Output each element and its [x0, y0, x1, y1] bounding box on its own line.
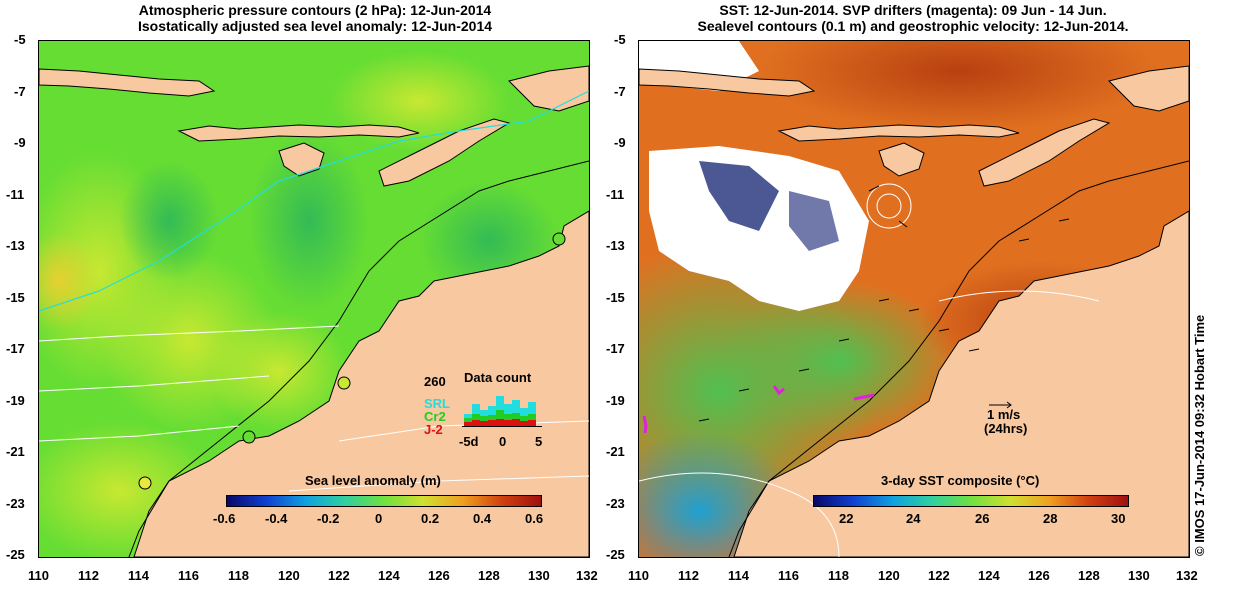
left-title-line2: Isostatically adjusted sea level anomaly…	[137, 18, 493, 34]
right-xtick-5: 118	[828, 568, 849, 583]
left-ytick-6: -15	[6, 290, 25, 305]
vector-scale-time: (24hrs)	[984, 421, 1028, 436]
sla-map-svg	[39, 41, 589, 557]
left-xtick-4: 116	[178, 568, 199, 583]
left-xtick-10: 128	[478, 568, 500, 583]
sst-tick-5: 30	[1111, 511, 1126, 526]
sst-tick-1: 22	[839, 511, 854, 526]
data-count-title: Data count	[464, 370, 532, 385]
sla-colorbar-ticks: -0.6 -0.4 -0.2 0 0.2 0.4 0.6	[209, 511, 559, 527]
right-ytick-4: -11	[606, 187, 625, 202]
sst-colorbar	[813, 495, 1129, 507]
right-ytick-9: -21	[606, 444, 625, 459]
right-title-line2: Sealevel contours (0.1 m) and geostrophi…	[697, 18, 1129, 34]
data-count-xtick-3: 5	[535, 434, 543, 449]
right-ytick-10: -23	[606, 496, 625, 511]
sla-colorbar	[226, 495, 542, 507]
left-xtick-8: 124	[378, 568, 400, 583]
right-xtick-3: 114	[728, 568, 749, 583]
sla-tick-7: 0.6	[525, 511, 544, 526]
left-xtick-7: 122	[328, 568, 350, 583]
left-xtick-9: 126	[428, 568, 450, 583]
sla-colorbar-title: Sea level anomaly (m)	[305, 473, 441, 488]
left-ytick-7: -17	[6, 341, 25, 356]
right-xtick-12: 132	[1176, 568, 1198, 583]
right-ytick-6: -15	[606, 290, 625, 305]
sla-tick-3: -0.2	[317, 511, 340, 526]
left-ytick-9: -21	[6, 444, 25, 459]
bar-group	[464, 396, 536, 426]
sst-colorbar-title: 3-day SST composite (°C)	[881, 473, 1040, 488]
sla-map: Data count 260 SRL Cr2 J-2 -5d 0 5 Sea l…	[38, 40, 590, 558]
right-xtick-4: 116	[778, 568, 799, 583]
left-xtick-5: 118	[228, 568, 249, 583]
right-ytick-1: -5	[614, 32, 626, 47]
left-ytick-2: -7	[14, 84, 26, 99]
data-count-xtick-1: -5d	[459, 434, 479, 449]
left-title-line1: Atmospheric pressure contours (2 hPa): 1…	[138, 2, 492, 18]
right-xtick-6: 120	[878, 568, 900, 583]
right-xtick-9: 126	[1028, 568, 1050, 583]
left-ytick-11: -25	[6, 547, 25, 562]
data-count-xtick-2: 0	[499, 434, 507, 449]
left-xtick-11: 130	[528, 568, 550, 583]
right-title: SST: 12-Jun-2014. SVP drifters (magenta)…	[638, 2, 1188, 34]
sla-tick-1: -0.6	[213, 511, 236, 526]
legend-srl: SRL	[424, 396, 450, 411]
left-title: Atmospheric pressure contours (2 hPa): 1…	[40, 2, 590, 34]
left-ytick-8: -19	[6, 393, 25, 408]
left-ytick-10: -23	[6, 496, 25, 511]
right-xtick-11: 130	[1128, 568, 1150, 583]
sst-tick-2: 24	[906, 511, 921, 526]
right-ytick-11: -25	[606, 547, 625, 562]
left-ytick-3: -9	[14, 135, 26, 150]
left-ytick-1: -5	[14, 32, 26, 47]
sst-tick-4: 28	[1043, 511, 1058, 526]
legend-cr2: Cr2	[424, 409, 446, 424]
left-xtick-12: 132	[576, 568, 598, 583]
data-count-inset: Data count 260 SRL Cr2 J-2 -5d 0 5	[419, 366, 559, 456]
right-ytick-8: -19	[606, 393, 625, 408]
right-title-line1: SST: 12-Jun-2014. SVP drifters (magenta)…	[719, 2, 1107, 18]
right-ytick-5: -13	[606, 238, 625, 253]
legend-j2: J-2	[424, 422, 443, 437]
data-count-max: 260	[424, 374, 446, 389]
sla-tick-4: 0	[375, 511, 383, 526]
sst-colorbar-ticks: 22 24 26 28 30	[813, 511, 1153, 527]
sla-tick-6: 0.4	[473, 511, 492, 526]
left-ytick-4: -11	[6, 187, 25, 202]
left-xtick-6: 120	[278, 568, 300, 583]
data-count-bars	[462, 396, 542, 427]
right-xtick-8: 124	[978, 568, 1000, 583]
sst-map-svg	[639, 41, 1189, 557]
right-ytick-2: -7	[614, 84, 626, 99]
vector-scale-speed: 1 m/s	[987, 407, 1021, 422]
sla-tick-2: -0.4	[265, 511, 288, 526]
left-xtick-1: 110	[28, 568, 49, 583]
right-xtick-2: 112	[678, 568, 699, 583]
sla-tick-5: 0.2	[421, 511, 440, 526]
velocity-arrows	[698, 185, 1070, 422]
sst-map: 1 m/s (24hrs) 3-day SST composite (°C) 2…	[638, 40, 1190, 558]
right-xtick-10: 128	[1078, 568, 1100, 583]
credit-label: © IMOS 17-Jun-2014 09:32 Hobart Time	[1192, 314, 1207, 556]
right-ytick-3: -9	[614, 135, 626, 150]
sst-tick-3: 26	[975, 511, 990, 526]
right-ytick-7: -17	[606, 341, 625, 356]
right-xtick-1: 110	[628, 568, 649, 583]
left-xtick-2: 112	[78, 568, 99, 583]
right-xtick-7: 122	[928, 568, 950, 583]
left-xtick-3: 114	[128, 568, 149, 583]
left-ytick-5: -13	[6, 238, 25, 253]
